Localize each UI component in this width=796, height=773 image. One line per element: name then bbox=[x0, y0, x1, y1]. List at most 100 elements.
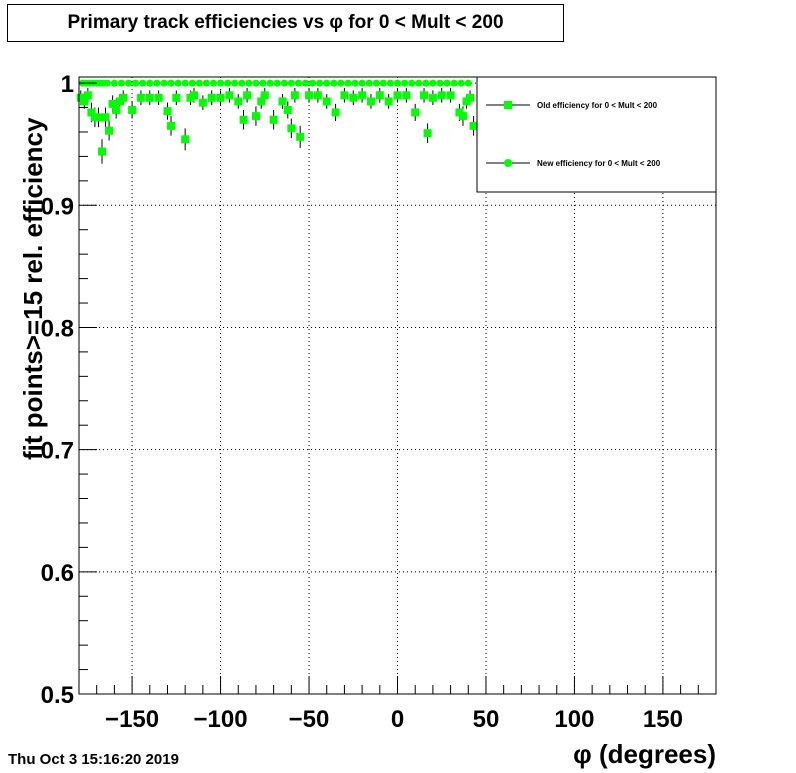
point-old-efficiency bbox=[469, 121, 478, 130]
point-old-efficiency bbox=[172, 93, 181, 102]
point-new-efficiency bbox=[436, 79, 444, 87]
legend-label-new: New efficiency for 0 < Mult < 200 bbox=[537, 159, 661, 168]
point-old-efficiency bbox=[163, 107, 172, 116]
point-new-efficiency bbox=[337, 79, 345, 87]
point-new-efficiency bbox=[464, 79, 472, 87]
point-new-efficiency bbox=[457, 79, 465, 87]
legend-label-old: Old efficiency for 0 < Mult < 200 bbox=[537, 101, 658, 110]
point-new-efficiency bbox=[139, 79, 147, 87]
point-old-efficiency bbox=[340, 91, 349, 100]
point-new-efficiency bbox=[401, 79, 409, 87]
point-old-efficiency bbox=[257, 97, 266, 106]
point-old-efficiency bbox=[225, 91, 234, 100]
point-new-efficiency bbox=[174, 79, 182, 87]
point-old-efficiency bbox=[94, 113, 103, 122]
point-new-efficiency bbox=[217, 79, 225, 87]
point-old-efficiency bbox=[243, 91, 252, 100]
point-old-efficiency bbox=[287, 124, 296, 133]
point-new-efficiency bbox=[245, 79, 253, 87]
point-new-efficiency bbox=[224, 79, 232, 87]
point-old-efficiency bbox=[358, 91, 367, 100]
y-tick-label: 0.7 bbox=[41, 438, 74, 465]
y-tick-label: 0.6 bbox=[41, 560, 74, 587]
point-old-efficiency bbox=[167, 121, 176, 130]
point-old-efficiency bbox=[313, 91, 322, 100]
point-old-efficiency bbox=[423, 129, 432, 138]
point-old-efficiency bbox=[234, 97, 243, 106]
x-tick-label: 0 bbox=[391, 706, 404, 733]
point-old-efficiency bbox=[98, 147, 107, 156]
point-old-efficiency bbox=[322, 97, 331, 106]
point-new-efficiency bbox=[167, 79, 175, 87]
point-old-efficiency bbox=[101, 113, 110, 122]
point-old-efficiency bbox=[112, 105, 121, 114]
x-tick-label: −100 bbox=[194, 706, 248, 733]
point-new-efficiency bbox=[358, 79, 366, 87]
point-old-efficiency bbox=[305, 91, 314, 100]
point-new-efficiency bbox=[323, 79, 331, 87]
point-old-efficiency bbox=[296, 132, 305, 141]
point-old-efficiency bbox=[251, 112, 260, 121]
point-old-efficiency bbox=[375, 91, 384, 100]
point-new-efficiency bbox=[188, 79, 196, 87]
y-tick-label: 0.8 bbox=[41, 315, 74, 342]
point-old-efficiency bbox=[393, 91, 402, 100]
point-old-efficiency bbox=[283, 105, 292, 114]
chart-title: Primary track efficiencies vs φ for 0 < … bbox=[7, 4, 564, 42]
point-old-efficiency bbox=[428, 93, 437, 102]
point-new-efficiency bbox=[266, 79, 274, 87]
x-tick-label: 100 bbox=[554, 706, 594, 733]
point-old-efficiency bbox=[366, 97, 375, 106]
point-new-efficiency bbox=[408, 79, 416, 87]
point-new-efficiency bbox=[294, 79, 302, 87]
point-old-efficiency bbox=[290, 91, 299, 100]
point-new-efficiency bbox=[117, 79, 125, 87]
point-old-efficiency bbox=[83, 91, 92, 100]
point-old-efficiency bbox=[446, 91, 455, 100]
point-new-efficiency bbox=[287, 79, 295, 87]
point-new-efficiency bbox=[301, 79, 309, 87]
point-old-efficiency bbox=[190, 91, 199, 100]
point-new-efficiency bbox=[209, 79, 217, 87]
y-axis-title: fit points>=15 rel. efficiency bbox=[18, 117, 48, 460]
point-old-efficiency bbox=[145, 93, 154, 102]
point-old-efficiency bbox=[108, 99, 117, 108]
point-old-efficiency bbox=[402, 91, 411, 100]
point-new-efficiency bbox=[386, 79, 394, 87]
point-new-efficiency bbox=[231, 79, 239, 87]
point-new-efficiency bbox=[273, 79, 281, 87]
grid-lines bbox=[79, 77, 716, 695]
point-old-efficiency bbox=[278, 97, 287, 106]
point-old-efficiency bbox=[466, 93, 475, 102]
point-old-efficiency bbox=[105, 126, 114, 135]
point-old-efficiency bbox=[119, 93, 128, 102]
point-new-efficiency bbox=[443, 79, 451, 87]
point-new-efficiency bbox=[316, 79, 324, 87]
point-old-efficiency bbox=[136, 93, 145, 102]
point-new-efficiency bbox=[394, 79, 401, 87]
point-old-efficiency bbox=[331, 108, 340, 117]
point-new-efficiency bbox=[429, 79, 437, 87]
point-new-efficiency bbox=[450, 79, 458, 87]
x-axis-ticks bbox=[78, 676, 717, 694]
point-old-efficiency bbox=[154, 93, 163, 102]
point-new-efficiency bbox=[238, 79, 246, 87]
point-new-efficiency bbox=[351, 79, 359, 87]
point-new-efficiency bbox=[202, 79, 210, 87]
point-new-efficiency bbox=[146, 79, 154, 87]
point-new-efficiency bbox=[259, 79, 267, 87]
point-new-efficiency bbox=[309, 79, 317, 87]
point-new-efficiency bbox=[153, 79, 161, 87]
timestamp: Thu Oct 3 15:16:20 2019 bbox=[8, 751, 179, 768]
point-new-efficiency bbox=[415, 79, 423, 87]
point-old-efficiency bbox=[260, 91, 269, 100]
point-old-efficiency bbox=[181, 135, 190, 144]
x-tick-label: −150 bbox=[105, 706, 159, 733]
point-old-efficiency bbox=[437, 91, 446, 100]
point-old-efficiency bbox=[420, 91, 429, 100]
point-new-efficiency bbox=[330, 79, 338, 87]
x-tick-labels: −150 −100 −50 0 50 100 150 bbox=[105, 706, 683, 733]
y-tick-labels: 0.5 0.6 0.7 0.8 0.9 1 bbox=[41, 71, 74, 709]
point-old-efficiency bbox=[80, 97, 89, 106]
